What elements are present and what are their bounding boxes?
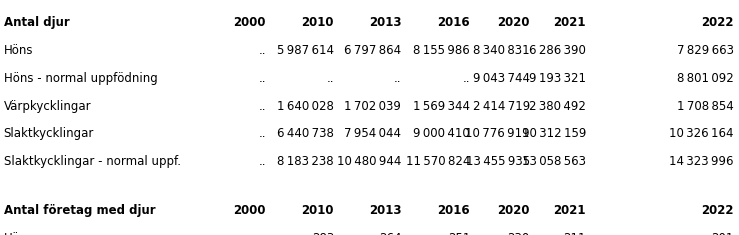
Text: 8 183 238: 8 183 238 — [277, 155, 334, 168]
Text: 9 000 410: 9 000 410 — [413, 127, 470, 140]
Text: 2016: 2016 — [437, 16, 470, 29]
Text: 13 455 935: 13 455 935 — [466, 155, 530, 168]
Text: 251: 251 — [448, 232, 470, 235]
Text: Höns - normal uppfödning: Höns - normal uppfödning — [4, 72, 157, 85]
Text: 9 193 321: 9 193 321 — [529, 72, 586, 85]
Text: 10 776 919: 10 776 919 — [466, 127, 530, 140]
Text: 2000: 2000 — [234, 204, 266, 217]
Text: Höns: Höns — [4, 232, 33, 235]
Text: 6 797 864: 6 797 864 — [344, 44, 401, 57]
Text: Höns: Höns — [4, 44, 33, 57]
Text: 5 987 614: 5 987 614 — [277, 44, 334, 57]
Text: 283: 283 — [312, 232, 334, 235]
Text: 10 326 164: 10 326 164 — [670, 127, 734, 140]
Text: 1 708 854: 1 708 854 — [677, 100, 734, 113]
Text: 9 043 744: 9 043 744 — [473, 72, 530, 85]
Text: 7 829 663: 7 829 663 — [677, 44, 734, 57]
Text: 201: 201 — [712, 232, 734, 235]
Text: 2020: 2020 — [497, 16, 530, 29]
Text: 264: 264 — [379, 232, 401, 235]
Text: ..: .. — [259, 44, 266, 57]
Text: ..: .. — [259, 155, 266, 168]
Text: 8 801 092: 8 801 092 — [677, 72, 734, 85]
Text: 14 323 996: 14 323 996 — [670, 155, 734, 168]
Text: 2 414 719: 2 414 719 — [473, 100, 530, 113]
Text: 2010: 2010 — [302, 16, 334, 29]
Text: Slaktkycklingar: Slaktkycklingar — [4, 127, 94, 140]
Text: ..: .. — [259, 72, 266, 85]
Text: 2021: 2021 — [554, 16, 586, 29]
Text: 2022: 2022 — [701, 16, 734, 29]
Text: 2021: 2021 — [554, 204, 586, 217]
Text: 8 155 986: 8 155 986 — [413, 44, 470, 57]
Text: 6 286 390: 6 286 390 — [529, 44, 586, 57]
Text: 10 480 944: 10 480 944 — [337, 155, 401, 168]
Text: Antal företag med djur: Antal företag med djur — [4, 204, 155, 217]
Text: 2020: 2020 — [497, 204, 530, 217]
Text: ..: .. — [327, 72, 334, 85]
Text: 2013: 2013 — [369, 16, 401, 29]
Text: ..: .. — [394, 72, 401, 85]
Text: 7 954 044: 7 954 044 — [344, 127, 401, 140]
Text: ..: .. — [259, 127, 266, 140]
Text: Slaktkycklingar - normal uppf.: Slaktkycklingar - normal uppf. — [4, 155, 181, 168]
Text: ..: .. — [463, 72, 470, 85]
Text: 8 340 831: 8 340 831 — [473, 44, 530, 57]
Text: 2016: 2016 — [437, 204, 470, 217]
Text: 6 440 738: 6 440 738 — [277, 127, 334, 140]
Text: 2000: 2000 — [234, 16, 266, 29]
Text: 2022: 2022 — [701, 204, 734, 217]
Text: 1 569 344: 1 569 344 — [413, 100, 470, 113]
Text: 2013: 2013 — [369, 204, 401, 217]
Text: Antal djur: Antal djur — [4, 16, 69, 29]
Text: ..: .. — [259, 232, 266, 235]
Text: 2 380 492: 2 380 492 — [529, 100, 586, 113]
Text: 2010: 2010 — [302, 204, 334, 217]
Text: 13 058 563: 13 058 563 — [522, 155, 586, 168]
Text: 1 640 028: 1 640 028 — [277, 100, 334, 113]
Text: 10 312 159: 10 312 159 — [522, 127, 586, 140]
Text: 230: 230 — [508, 232, 530, 235]
Text: ..: .. — [259, 100, 266, 113]
Text: 1 702 039: 1 702 039 — [344, 100, 401, 113]
Text: 11 570 824: 11 570 824 — [406, 155, 470, 168]
Text: 211: 211 — [564, 232, 586, 235]
Text: Värpkycklingar: Värpkycklingar — [4, 100, 92, 113]
